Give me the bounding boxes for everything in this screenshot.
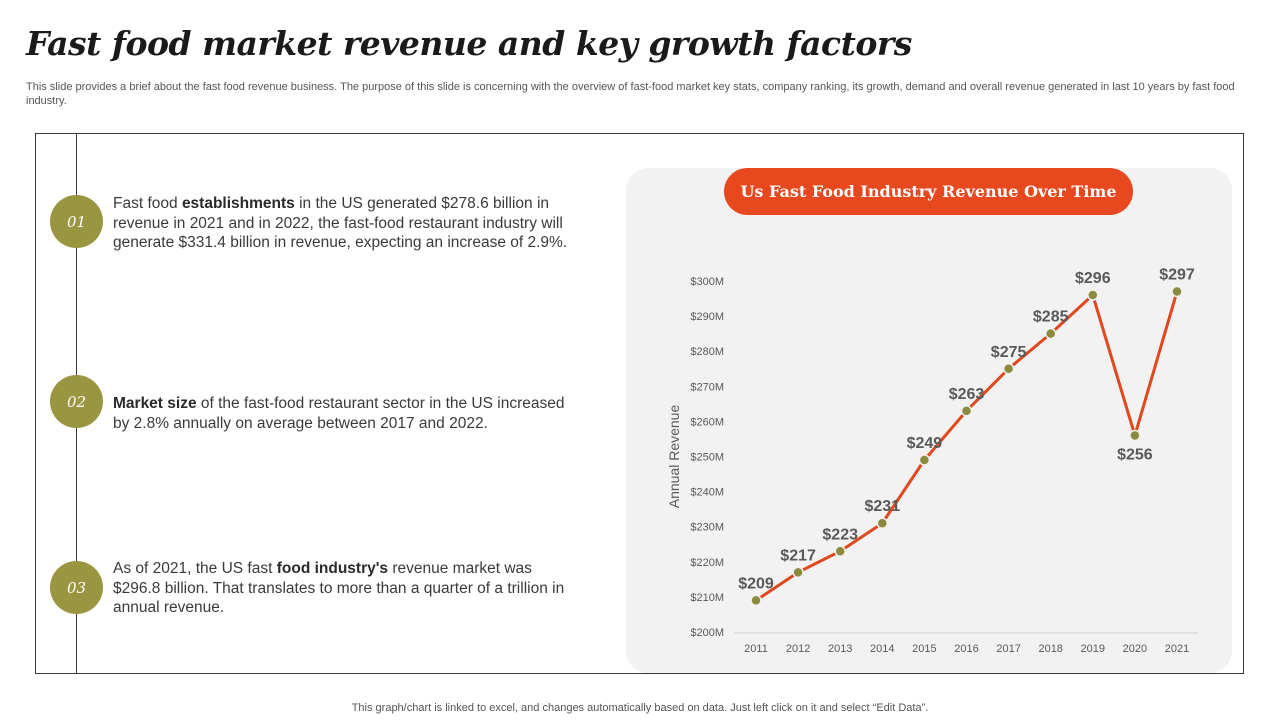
data-point[interactable] [876, 517, 889, 529]
revenue-line-chart[interactable]: $200M $210M $220M $230M $240M $250M $260M $270M… [626, 168, 1232, 673]
y-tick-label: $250M [690, 452, 724, 464]
x-tick-label: 2013 [828, 643, 852, 655]
y-tick-label: $290M [690, 311, 724, 323]
data-point[interactable] [1087, 289, 1099, 301]
y-tick-label: $280M [690, 346, 724, 358]
data-point[interactable] [1171, 285, 1183, 298]
point-01-post: in the US generated $278.6 billion in re… [113, 195, 568, 251]
point-01-highlight: establishments [181, 195, 295, 212]
page-subtitle: This slide provides a brief about the fa… [26, 81, 1235, 107]
data-label: $217 [780, 547, 816, 564]
x-tick-label: 2020 [1123, 643, 1147, 655]
x-tick-label: 2018 [1038, 643, 1062, 655]
point-01-pre: Fast food [113, 195, 182, 212]
data-point[interactable] [1129, 429, 1141, 442]
content-frame [35, 133, 1244, 674]
data-label: $296 [1075, 270, 1111, 287]
step-badge-02: 02 [50, 375, 103, 428]
y-tick-label: $260M [690, 416, 724, 428]
data-label: $297 [1159, 267, 1195, 284]
step-badge-01: 01 [50, 195, 103, 248]
x-tick-label: 2016 [954, 643, 978, 655]
data-point[interactable] [960, 405, 973, 417]
point-02-highlight: Market size [113, 395, 197, 412]
point-03-pre: As of 2021, the US fast [113, 560, 277, 577]
y-tick-label: $200M [690, 627, 724, 639]
x-tick-label: 2019 [1081, 643, 1105, 655]
point-03-post: revenue market was $296.8 billion. That … [113, 560, 565, 616]
x-tick-label: 2015 [912, 643, 936, 655]
revenue-series-line [755, 291, 1179, 602]
y-tick-label: $210M [690, 592, 724, 604]
data-label: $231 [865, 498, 901, 515]
data-label: $263 [949, 386, 985, 403]
x-tick-label: 2014 [870, 643, 894, 655]
step-badge-03: 03 [50, 561, 103, 614]
data-label: $256 [1117, 446, 1153, 463]
y-tick-label: $220M [690, 557, 724, 569]
data-point[interactable] [1044, 327, 1057, 340]
point-text-02: Market size of the fast-food restaurant … [113, 394, 583, 433]
data-point[interactable] [918, 454, 931, 466]
data-label: $275 [991, 344, 1027, 361]
point-02-post: of the fast-food restaurant sector in th… [113, 395, 565, 432]
point-text-03: As of 2021, the US fast food industry's … [113, 559, 568, 618]
data-label: $223 [822, 526, 858, 543]
page-title: Fast food market revenue and key growth … [26, 24, 912, 63]
y-tick-label: $270M [690, 381, 724, 393]
y-tick-label: $230M [690, 522, 724, 534]
data-label: $249 [907, 435, 943, 452]
data-point[interactable] [834, 545, 846, 558]
x-tick-label: 2017 [996, 643, 1020, 655]
x-tick-label: 2012 [786, 643, 810, 655]
data-point[interactable] [792, 566, 804, 579]
x-tick-label: 2011 [744, 643, 768, 655]
data-point[interactable] [750, 594, 762, 607]
chart-title: Us Fast Food Industry Revenue Over Time [724, 168, 1133, 215]
x-tick-label: 2021 [1165, 643, 1189, 655]
data-point[interactable] [1002, 363, 1015, 375]
data-label: $285 [1033, 309, 1069, 326]
y-tick-label: $240M [690, 487, 724, 499]
y-tick-label: $300M [690, 276, 724, 288]
footer-note: This graph/chart is linked to excel, and… [351, 702, 929, 714]
point-03-highlight: food industry's [276, 560, 389, 577]
data-label: $209 [738, 575, 774, 592]
point-text-01: Fast food establishments in the US gener… [113, 194, 583, 253]
y-axis-title: Annual Revenue [666, 405, 682, 509]
